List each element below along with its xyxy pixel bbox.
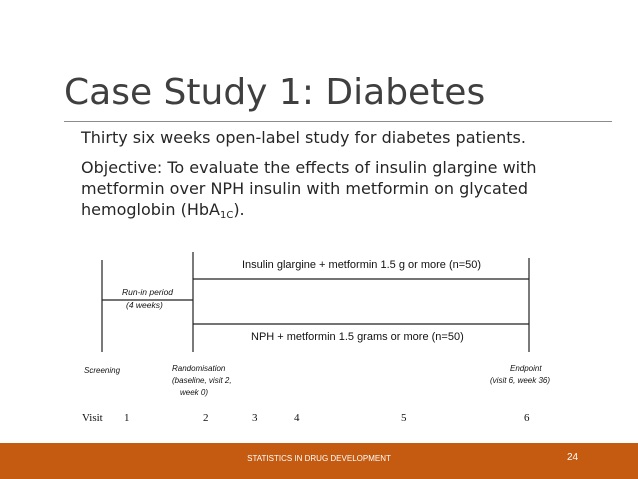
page-number: 24	[567, 452, 579, 463]
arm-bottom-label: NPH + metformin 1.5 grams or more (n=50)	[251, 331, 464, 343]
objective-text: Objective: To evaluate the effects of in…	[81, 158, 537, 219]
randomisation-label-1: Randomisation	[172, 364, 226, 373]
title-rule	[64, 121, 612, 122]
objective-end: ).	[233, 200, 245, 219]
footer-bar	[0, 443, 638, 479]
screening-label: Screening	[84, 366, 121, 375]
study-design-diagram: Insulin glargine + metformin 1.5 g or mo…	[82, 252, 550, 424]
endpoint-label-2: (visit 6, week 36)	[490, 376, 550, 385]
endpoint-label-1: Endpoint	[510, 364, 542, 373]
visit-2: 2	[203, 412, 209, 424]
visit-1: 1	[124, 412, 130, 424]
visit-3: 3	[252, 412, 258, 424]
randomisation-label-3: week 0)	[180, 388, 208, 397]
visit-6: 6	[524, 412, 530, 424]
paragraph-study-description: Thirty six weeks open-label study for di…	[81, 128, 526, 147]
randomisation-label-2: (baseline, visit 2,	[172, 376, 232, 385]
visit-4: 4	[294, 412, 300, 424]
runin-label-2: (4 weeks)	[126, 300, 163, 310]
slide-title: Case Study 1: Diabetes	[64, 72, 486, 113]
runin-label-1: Run-in period	[122, 287, 173, 297]
paragraph-objective: Objective: To evaluate the effects of in…	[81, 157, 601, 226]
hba1c-subscript: 1C	[219, 210, 234, 221]
visit-label: Visit	[82, 412, 103, 424]
footer-text: STATISTICS IN DRUG DEVELOPMENT	[247, 454, 391, 463]
arm-top-label: Insulin glargine + metformin 1.5 g or mo…	[242, 259, 481, 271]
visit-5: 5	[401, 412, 407, 424]
